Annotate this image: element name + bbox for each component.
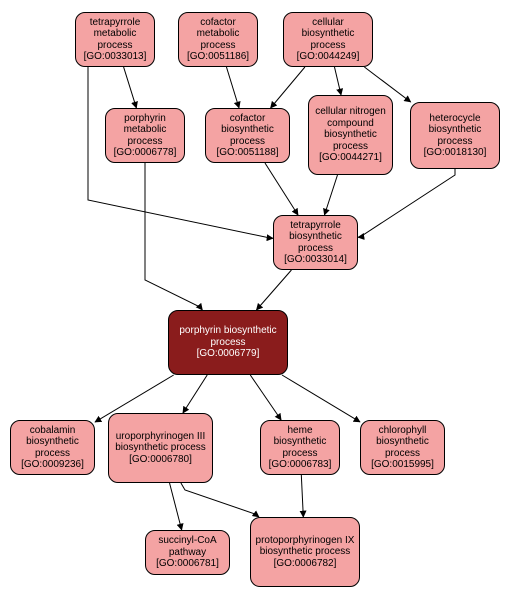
go-node-n5[interactable]: cellular nitrogen compound biosynthetic … <box>308 95 393 175</box>
go-node-n6[interactable]: heterocycle biosynthetic process[GO:0018… <box>410 102 500 169</box>
edge <box>181 483 259 517</box>
go-node-n13[interactable]: succinyl-CoA pathway[GO:0006781] <box>145 530 230 575</box>
go-node-n7[interactable]: tetrapyrrole biosynthetic process[GO:003… <box>273 215 358 270</box>
edge <box>250 375 281 420</box>
node-label: cellular biosynthetic process <box>288 17 368 52</box>
edge <box>358 169 455 237</box>
node-go-id: [GO:0051186] <box>187 51 249 63</box>
edge <box>324 175 337 215</box>
edge <box>256 270 291 310</box>
node-label: heterocycle biosynthetic process <box>415 113 495 148</box>
node-label: tetrapyrrole biosynthetic process <box>278 220 353 255</box>
edge <box>265 163 298 215</box>
node-label: uroporphyrinogen III biosynthetic proces… <box>113 431 208 454</box>
edge <box>282 375 360 422</box>
node-label: protoporphyrinogen IX biosynthetic proce… <box>255 535 355 558</box>
go-node-n10[interactable]: uroporphyrinogen III biosynthetic proces… <box>108 413 213 483</box>
go-node-n11[interactable]: heme biosynthetic process[GO:0006783] <box>260 420 340 475</box>
node-label: porphyrin biosynthetic process <box>173 325 283 348</box>
node-go-id: [GO:0033013] <box>84 51 147 63</box>
node-label: cellular nitrogen compound biosynthetic … <box>313 106 388 152</box>
node-label: chlorophyll biosynthetic process <box>365 425 440 460</box>
node-label: cofactor biosynthetic process <box>210 113 285 148</box>
edge <box>170 483 182 530</box>
go-node-n9[interactable]: cobalamin biosynthetic process[GO:000923… <box>10 420 95 475</box>
node-go-id: [GO:0006778] <box>114 147 177 159</box>
node-go-id: [GO:0015995] <box>371 459 434 471</box>
go-node-n1[interactable]: cofactor metabolic process[GO:0051186] <box>178 12 258 67</box>
node-go-id: [GO:0033014] <box>284 254 347 266</box>
node-label: cobalamin biosynthetic process <box>15 425 90 460</box>
edge <box>183 375 207 413</box>
go-node-n0[interactable]: tetrapyrrole metabolic process[GO:003301… <box>75 12 155 67</box>
edge <box>124 67 137 108</box>
go-node-n3[interactable]: porphyrin metabolic process[GO:0006778] <box>105 108 185 163</box>
node-go-id: [GO:0044271] <box>319 152 382 164</box>
go-node-n14[interactable]: protoporphyrinogen IX biosynthetic proce… <box>250 517 360 587</box>
node-go-id: [GO:0006782] <box>274 558 337 570</box>
node-label: succinyl-CoA pathway <box>150 535 225 558</box>
go-node-n2[interactable]: cellular biosynthetic process[GO:0044249… <box>283 12 373 67</box>
node-label: heme biosynthetic process <box>265 425 335 460</box>
node-go-id: [GO:0006779] <box>197 348 260 360</box>
go-node-n12[interactable]: chlorophyll biosynthetic process[GO:0015… <box>360 420 445 475</box>
edge <box>271 67 305 108</box>
edge <box>226 67 239 108</box>
node-go-id: [GO:0044249] <box>297 51 360 63</box>
node-go-id: [GO:0006783] <box>269 459 332 471</box>
node-go-id: [GO:0009236] <box>21 459 84 471</box>
edge-layer <box>0 0 523 607</box>
edge <box>334 67 341 95</box>
edge <box>145 163 202 310</box>
node-label: tetrapyrrole metabolic process <box>80 17 150 52</box>
node-go-id: [GO:0051188] <box>216 147 278 159</box>
node-label: cofactor metabolic process <box>183 17 253 52</box>
node-go-id: [GO:0006780] <box>129 454 192 466</box>
node-go-id: [GO:0018130] <box>424 147 487 159</box>
edge <box>301 475 303 517</box>
node-label: porphyrin metabolic process <box>110 113 180 148</box>
node-go-id: [GO:0006781] <box>156 558 219 570</box>
go-node-n8[interactable]: porphyrin biosynthetic process[GO:000677… <box>168 310 288 375</box>
go-node-n4[interactable]: cofactor biosynthetic process[GO:0051188… <box>205 108 290 163</box>
